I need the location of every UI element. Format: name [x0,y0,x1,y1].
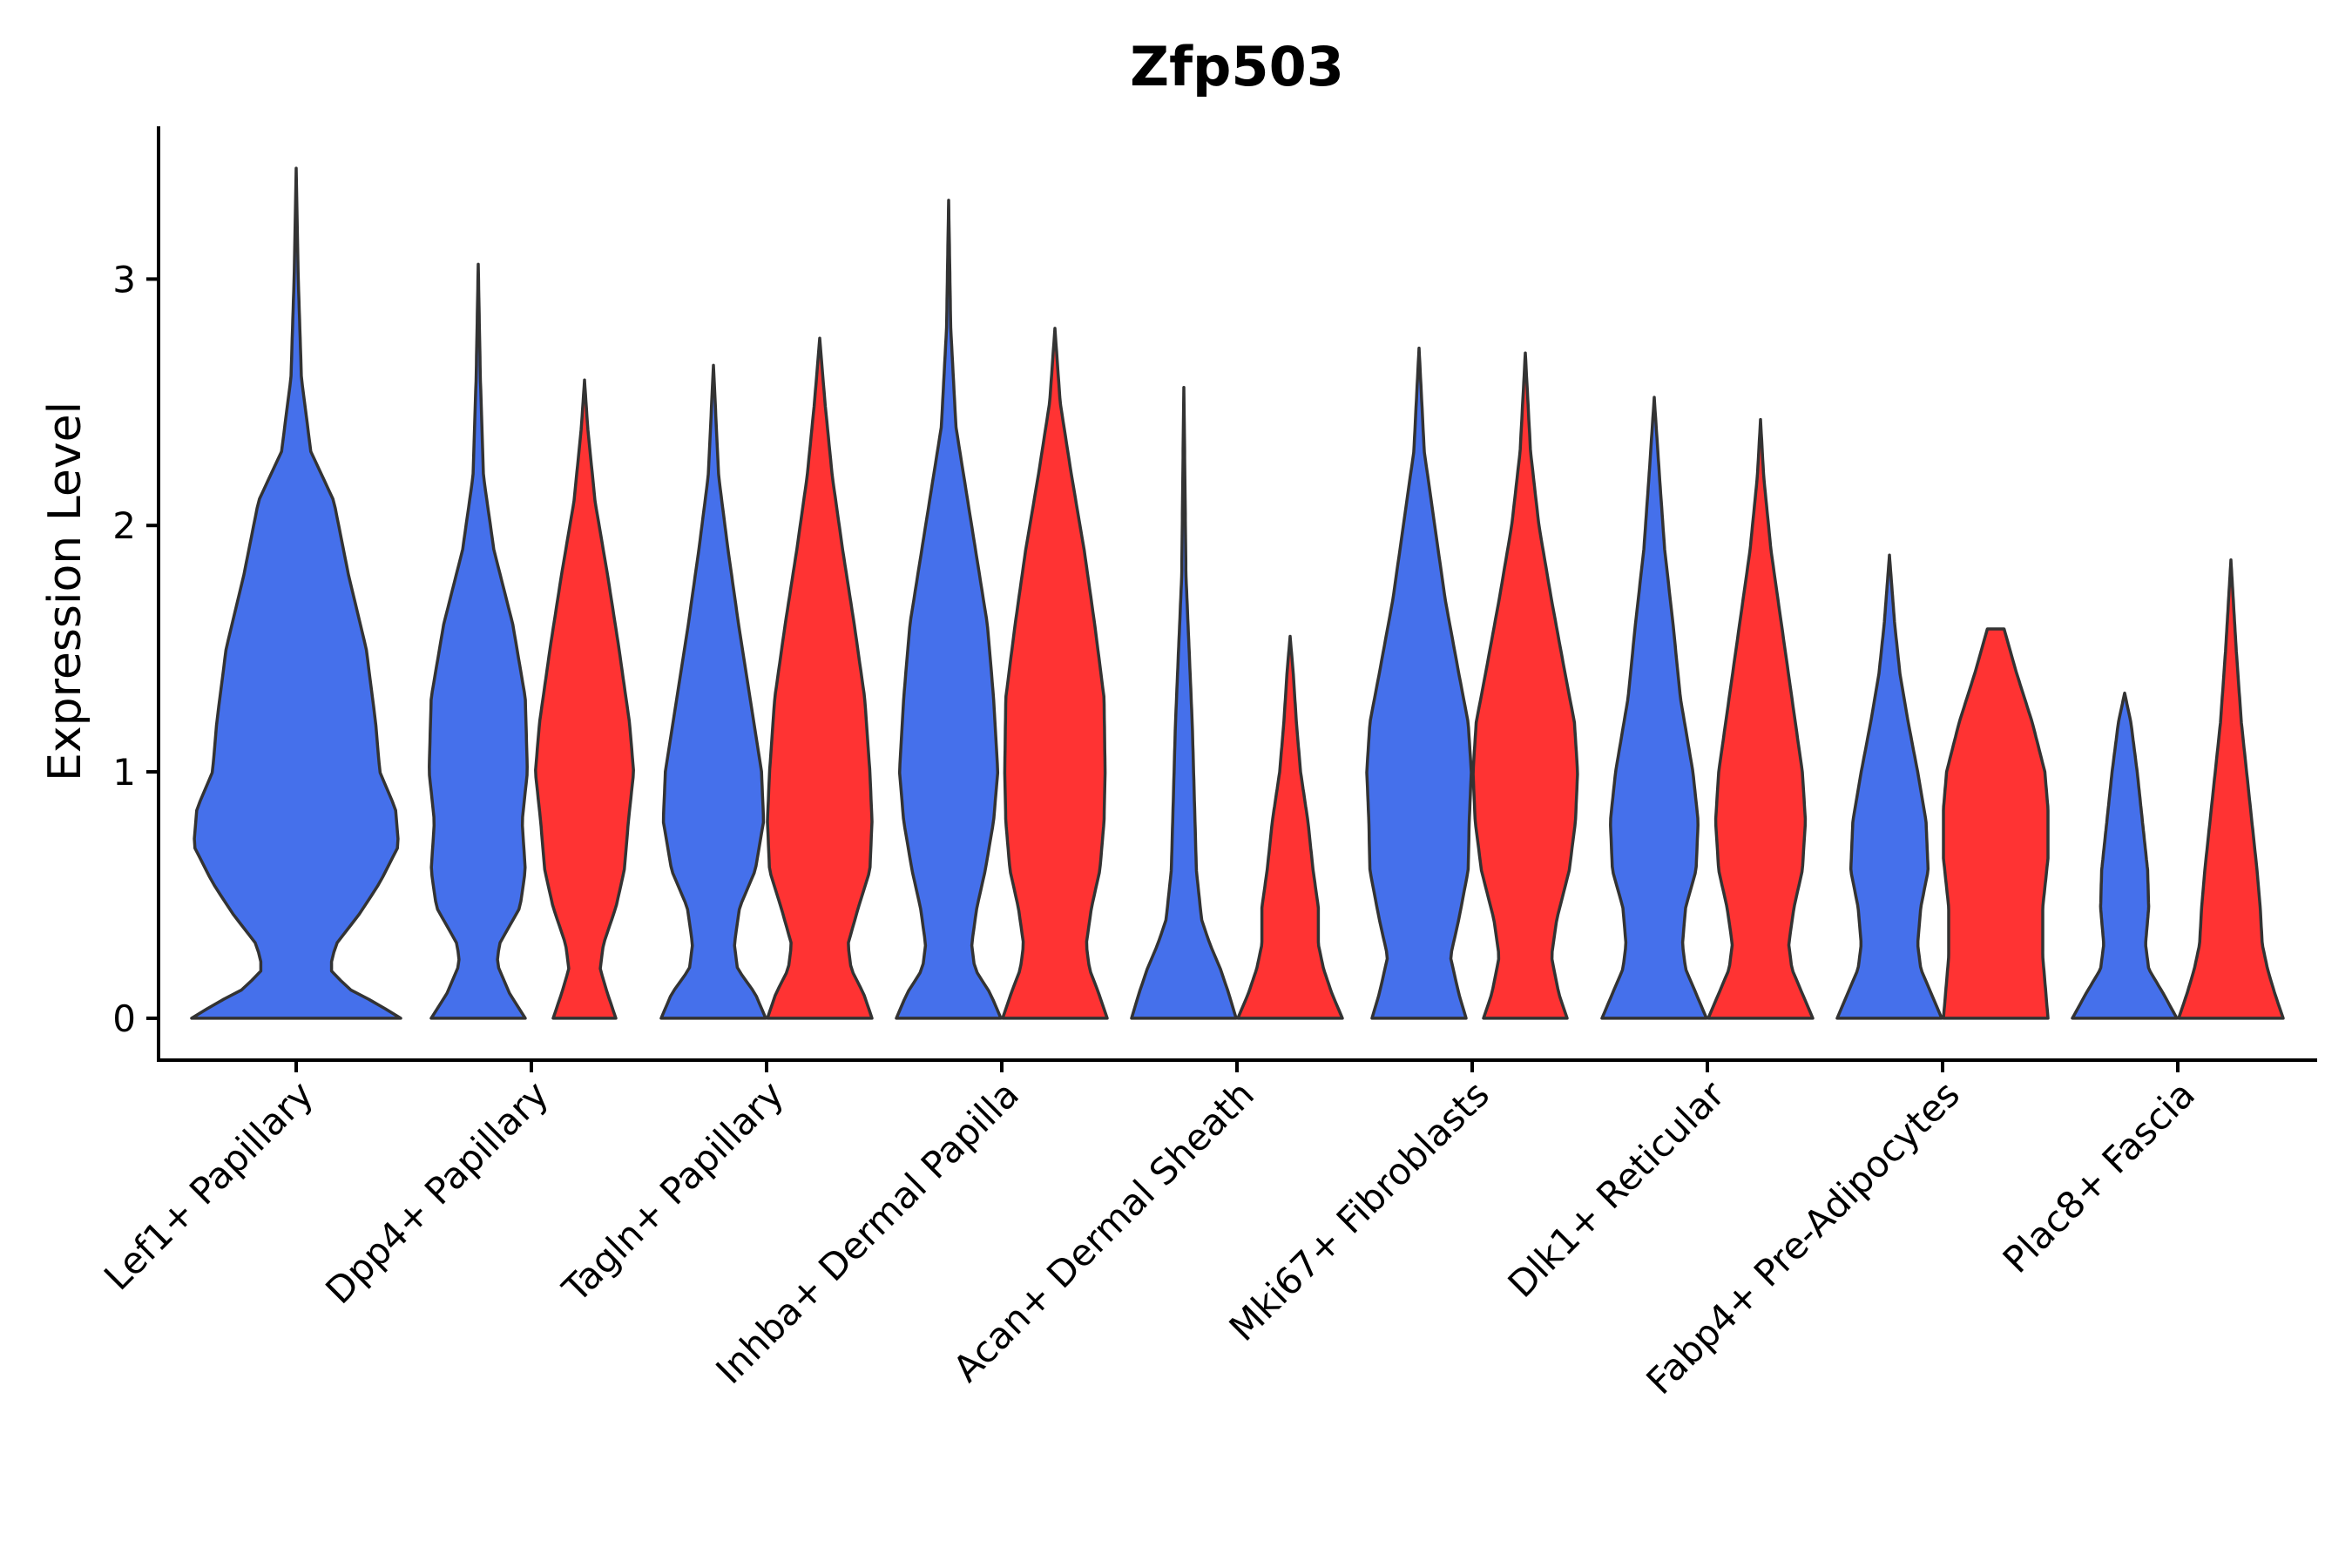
violin-group2-7 [1942,627,2050,1020]
x-tick-label: Lef1+ Papillary [96,1072,321,1298]
y-tick-label: 2 [112,504,136,547]
violin-group1-1 [428,262,529,1020]
chart-title: Zfp503 [1130,35,1344,98]
violin-group1-7 [1835,553,1943,1020]
violin-group1-8 [2071,691,2179,1020]
violin-group2-6 [1707,417,1815,1020]
violin-group2-8 [2177,558,2285,1020]
x-tick-label: Mki67+ Fibroblasts [1221,1072,1497,1348]
violin-group2-5 [1471,351,1579,1020]
y-tick-label: 0 [112,997,136,1040]
violin-group1-2 [659,363,767,1020]
violin-group2-1 [534,378,635,1020]
x-tick-label: Tagln+ Papillary [554,1072,792,1310]
violin-group1-3 [895,199,1003,1020]
x-tick-label: Dlk1+ Reticular [1500,1072,1734,1306]
y-tick-label: 1 [112,751,136,794]
y-tick-label: 3 [112,258,136,301]
x-tick-label: Dpp4+ Papillary [317,1072,557,1312]
violin-group2-3 [1001,327,1109,1020]
violins-layer [190,166,2285,1020]
violin-group2-4 [1236,634,1344,1020]
violin-group1-6 [1600,395,1708,1020]
violin-group2-2 [766,336,874,1020]
violin-group1-5 [1365,346,1473,1020]
x-tick-label: Plac8+ Fascia [1995,1072,2203,1281]
y-axis-label: Expression Level [39,402,91,781]
violin-group1-4 [1130,386,1238,1020]
violin-group1-0 [190,166,402,1020]
